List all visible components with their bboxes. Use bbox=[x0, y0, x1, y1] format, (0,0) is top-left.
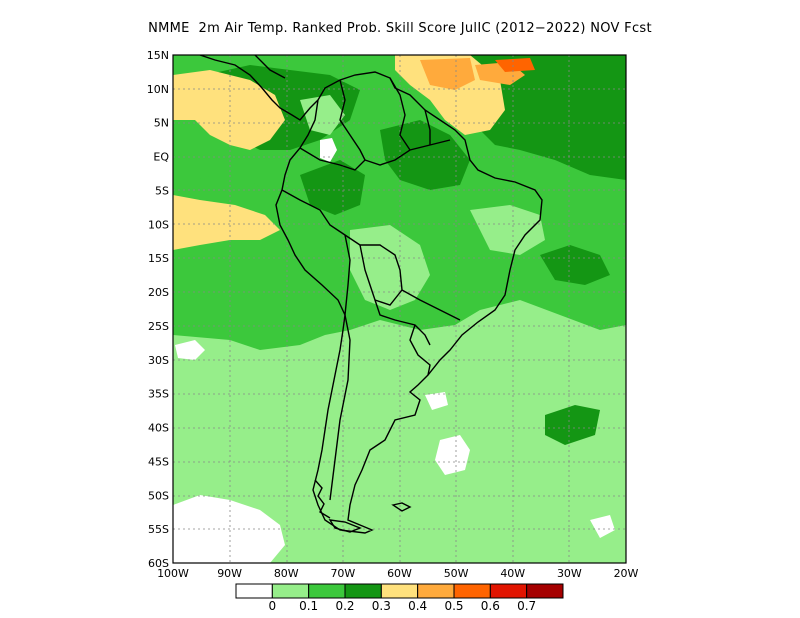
colorbar-label: 0 bbox=[269, 599, 277, 613]
longitude-labels: 100W 90W 80W 70W 60W 50W 40W 30W 20W bbox=[157, 567, 638, 580]
colorbar-swatch bbox=[308, 583, 346, 599]
colorbar-label: 0.7 bbox=[517, 599, 536, 613]
longitude-label: 100W bbox=[157, 567, 189, 580]
longitude-label: 30W bbox=[557, 567, 582, 580]
longitude-label: 90W bbox=[217, 567, 242, 580]
colorbar-label: 0.6 bbox=[481, 599, 500, 613]
latitude-label: 5N bbox=[154, 117, 169, 130]
latitude-label: 5S bbox=[155, 184, 169, 197]
latitude-label: 15N bbox=[147, 49, 169, 62]
colorbar-label: 0.1 bbox=[299, 599, 318, 613]
latitude-label: 35S bbox=[148, 388, 169, 401]
latitude-label: 10N bbox=[147, 83, 169, 96]
latitude-label: 40S bbox=[148, 422, 169, 435]
colorbar: 0 0.1 0.2 0.3 0.4 0.5 0.6 0.7 bbox=[235, 583, 564, 613]
skill-field bbox=[173, 55, 626, 563]
colorbar-label: 0.4 bbox=[408, 599, 427, 613]
plot-frame bbox=[172, 54, 627, 564]
colorbar-swatch bbox=[417, 583, 455, 599]
latitude-label: 55S bbox=[148, 523, 169, 536]
latitude-label: 15S bbox=[148, 252, 169, 265]
colorbar-swatch bbox=[344, 583, 382, 599]
colorbar-label: 0.2 bbox=[335, 599, 354, 613]
longitude-label: 20W bbox=[614, 567, 639, 580]
latitude-label: 30S bbox=[148, 354, 169, 367]
colorbar-swatch bbox=[526, 583, 564, 599]
latitude-label: 45S bbox=[148, 455, 169, 468]
latitude-label: 10S bbox=[148, 218, 169, 231]
coastlines bbox=[199, 55, 543, 534]
latitude-label: EQ bbox=[153, 151, 169, 164]
longitude-label: 60W bbox=[387, 567, 412, 580]
longitude-label: 70W bbox=[330, 567, 355, 580]
colorbar-swatch bbox=[453, 583, 491, 599]
latitude-label: 20S bbox=[148, 286, 169, 299]
longitude-label: 50W bbox=[444, 567, 469, 580]
latitude-label: 25S bbox=[148, 320, 169, 333]
longitude-label: 80W bbox=[274, 567, 299, 580]
colorbar-swatch bbox=[380, 583, 419, 599]
colorbar-label: 0.3 bbox=[372, 599, 391, 613]
latitude-labels: 15N 10N 5N EQ 5S 10S 15S 20S 25S 30S 35S 40S 45S 50S 5… bbox=[147, 49, 170, 570]
longitude-label: 40W bbox=[500, 567, 525, 580]
map-title: NMME 2m Air Temp. Ranked Prob. Skill Sco… bbox=[148, 21, 652, 36]
colorbar-swatch bbox=[489, 583, 528, 599]
colorbar-swatch bbox=[235, 583, 273, 599]
colorbar-swatch bbox=[271, 583, 310, 599]
latitude-label: 60S bbox=[148, 557, 169, 570]
latitude-label: 50S bbox=[148, 489, 169, 502]
colorbar-label: 0.5 bbox=[444, 599, 463, 613]
